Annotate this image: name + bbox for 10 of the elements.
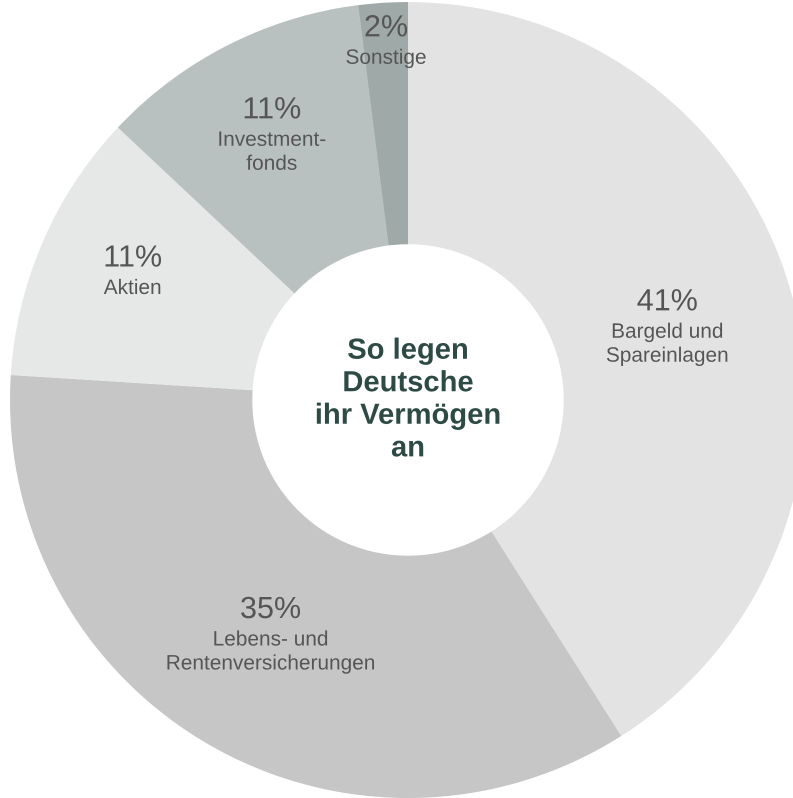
data-label: 41% [637,289,697,311]
text: So legen Deutsche ihr Vermögen an [316,338,500,457]
slice-label: Investment- fonds [219,131,326,170]
data-label: 35% [241,596,300,618]
data-label: 2% [365,15,408,37]
slice-label: Bargeld und Spareinlagen [606,322,728,366]
data-label: 11% [106,245,162,267]
slice-label: Aktien [104,278,160,294]
slice-label: Lebens- und Rentenversicherungen [167,630,374,674]
data-label: 11% [244,97,300,119]
